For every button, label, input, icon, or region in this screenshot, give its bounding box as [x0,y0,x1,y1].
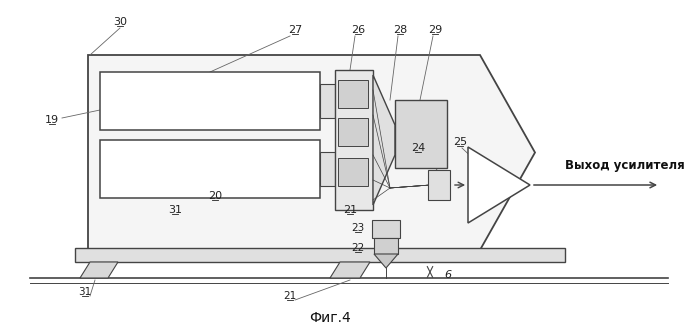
Text: 23: 23 [351,223,364,233]
Text: Выход усилителя: Выход усилителя [565,158,685,172]
Bar [320,84,335,118]
Text: 24: 24 [411,143,425,153]
Text: 22: 22 [351,243,364,253]
Polygon shape [80,262,118,278]
Polygon shape [330,262,370,278]
Text: Фиг.4: Фиг.4 [309,311,351,325]
Bar [395,100,447,168]
Text: 27: 27 [288,25,302,35]
Text: 31: 31 [78,287,91,297]
Bar [338,118,368,146]
Text: 31: 31 [168,205,182,215]
Polygon shape [88,55,535,250]
Bar [320,152,335,186]
Bar [338,158,368,186]
Bar [428,170,450,200]
Text: 29: 29 [428,25,442,35]
Bar [338,80,368,108]
Text: 25: 25 [453,137,467,147]
Text: 30: 30 [113,17,127,27]
Bar [100,72,320,130]
Text: 28: 28 [393,25,407,35]
Polygon shape [374,254,398,268]
Bar [372,220,400,238]
Bar [100,140,320,198]
Text: 26: 26 [351,25,365,35]
Text: 19: 19 [45,115,59,125]
Text: 6: 6 [445,270,452,280]
Bar [75,248,565,262]
Polygon shape [468,147,530,223]
Text: 21: 21 [343,205,357,215]
Bar [335,70,373,210]
Bar [374,238,398,254]
Polygon shape [373,75,395,205]
Text: 20: 20 [208,191,222,201]
Text: 21: 21 [283,291,297,301]
